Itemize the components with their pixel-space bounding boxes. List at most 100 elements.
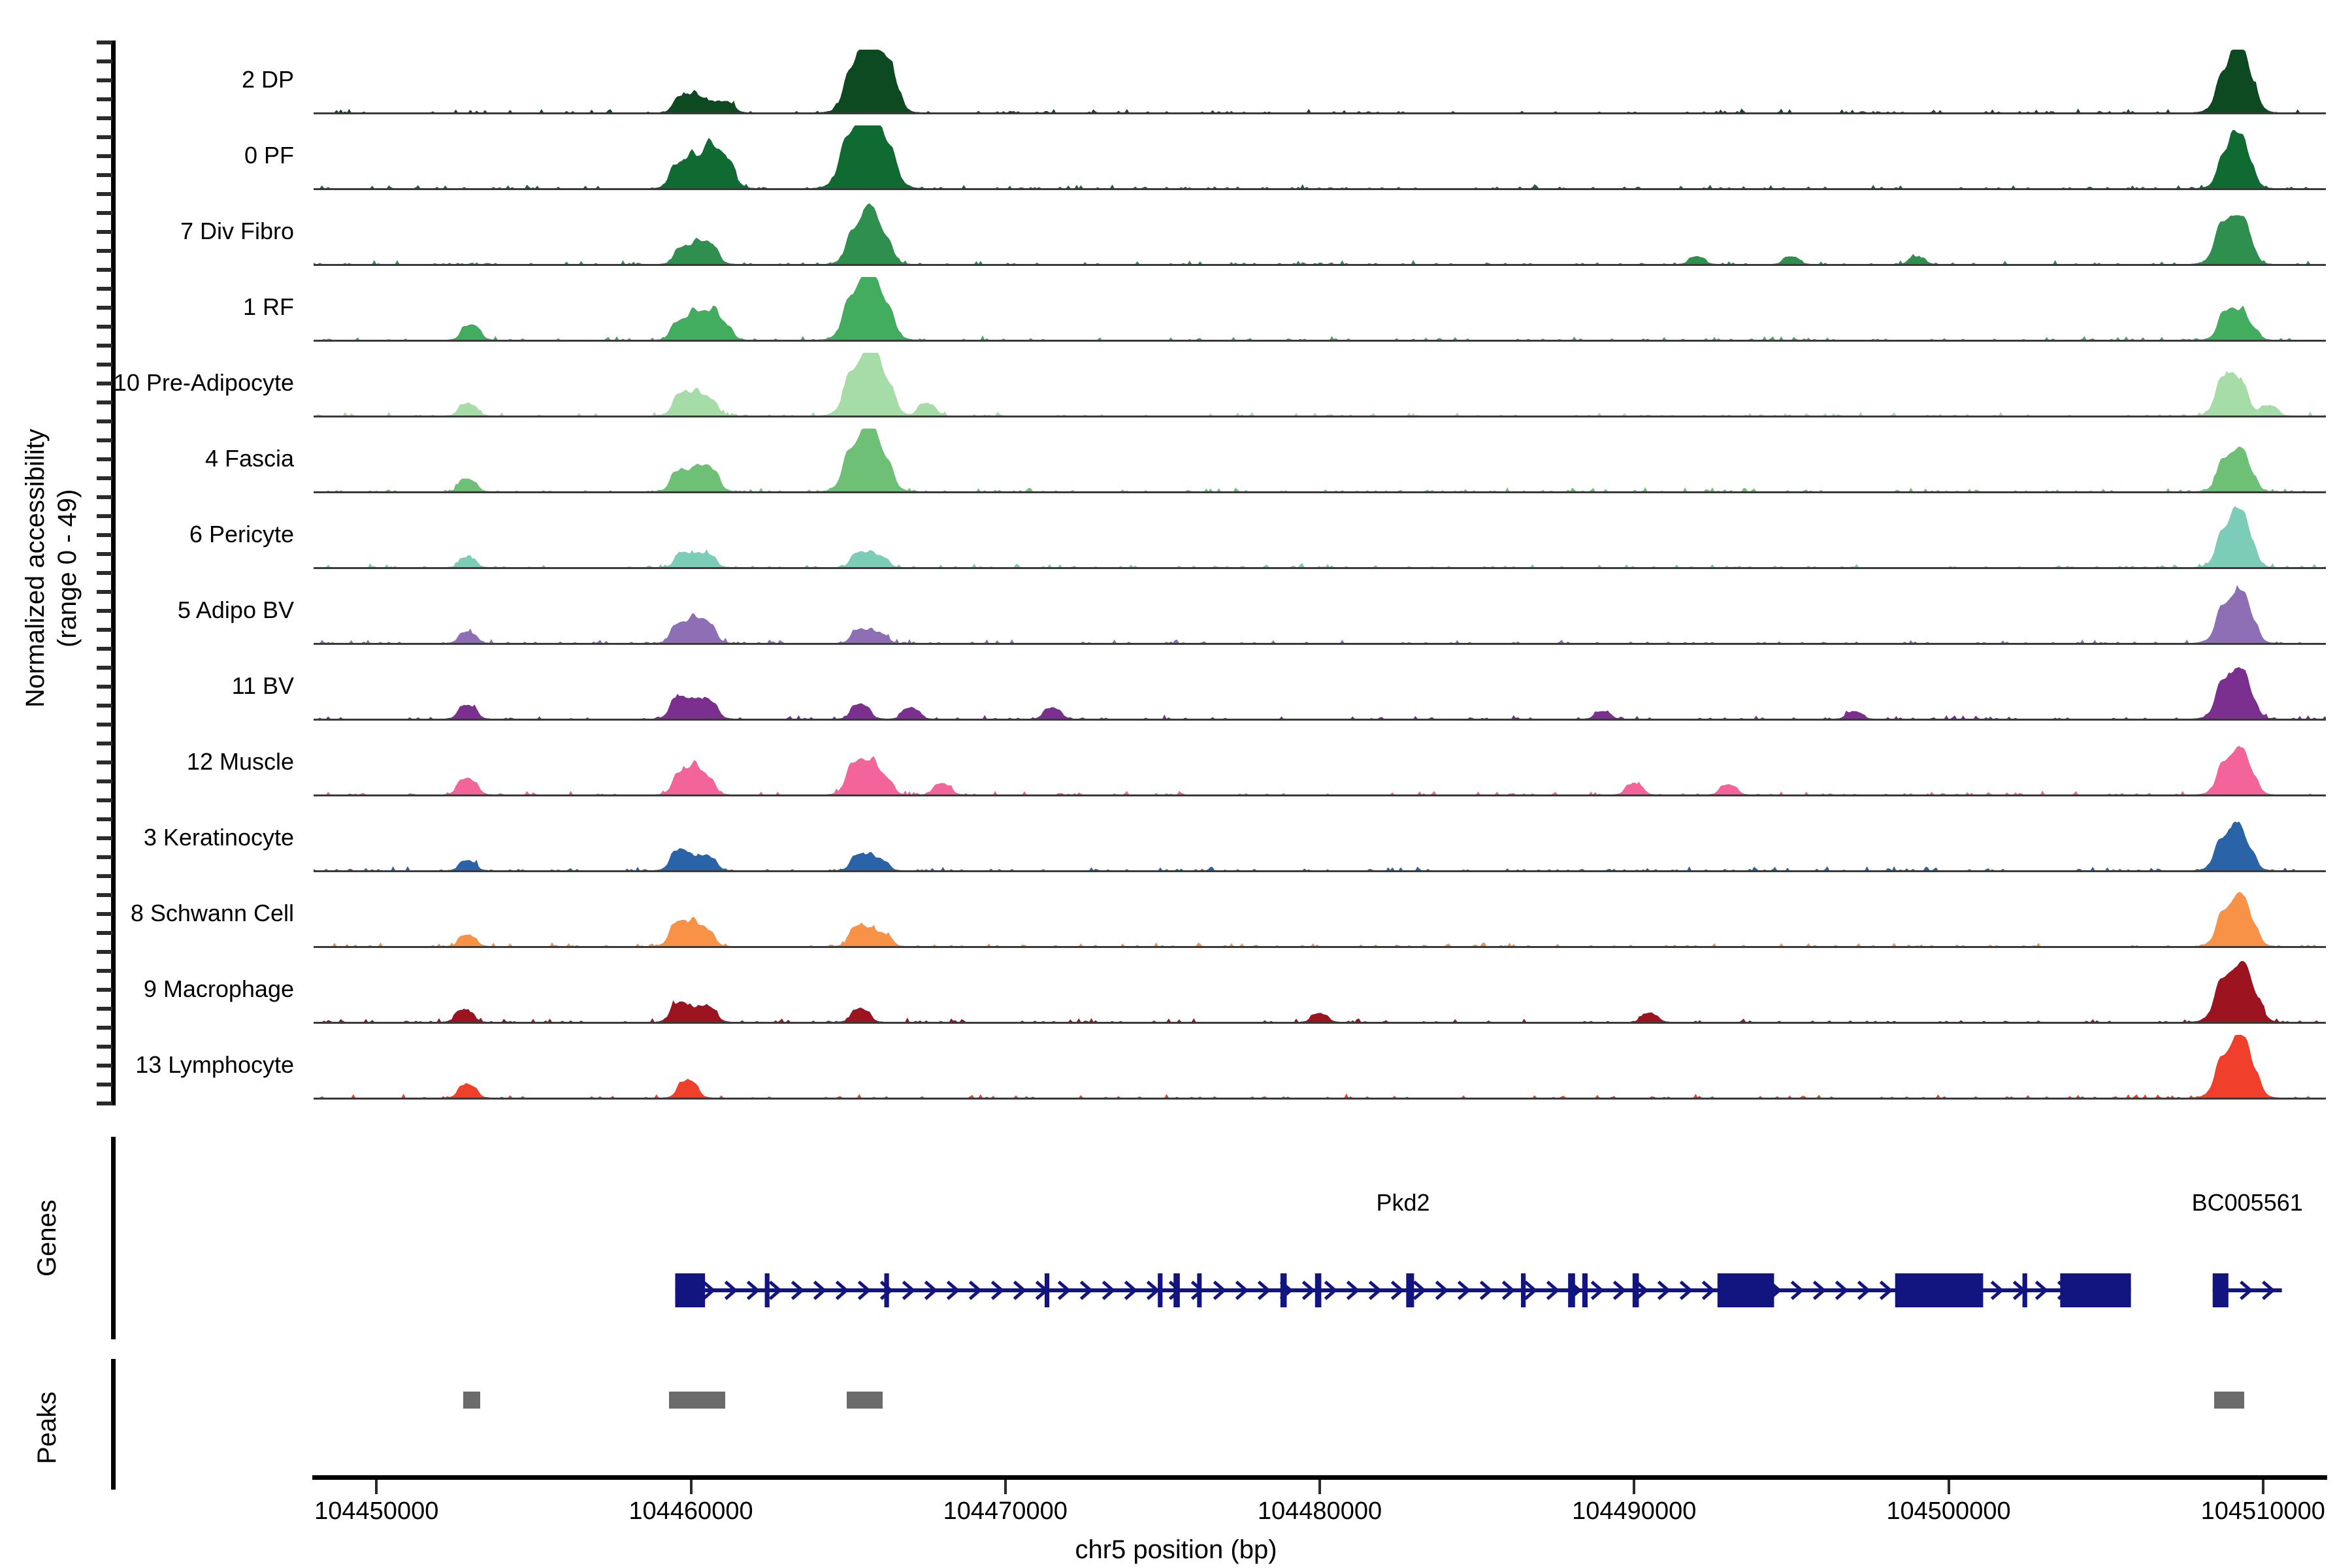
y-axis-tick	[97, 950, 112, 954]
coverage-track-4	[314, 353, 2326, 416]
y-axis-tick	[97, 287, 112, 291]
track-label-11-bv: 11 BV	[231, 672, 294, 700]
x-axis-tick	[1633, 1480, 1636, 1494]
track-label-5-adipo-bv: 5 Adipo BV	[177, 596, 294, 624]
coverage-track-12	[314, 960, 2326, 1022]
peak-bar	[846, 1392, 883, 1409]
y-axis-tick	[97, 609, 112, 613]
track-baseline	[314, 1098, 2326, 1100]
peak-regions	[314, 1385, 2326, 1424]
track-label-4-fascia: 4 Fascia	[204, 445, 294, 472]
track-baseline	[314, 794, 2326, 796]
x-axis-tick-label: 104490000	[1572, 1497, 1697, 1525]
track-baseline	[314, 567, 2326, 569]
track-label-0-pf: 0 PF	[244, 142, 294, 169]
y-axis-tick	[97, 230, 112, 234]
x-axis-tick-label: 104480000	[1257, 1497, 1382, 1525]
y-axis-tick	[97, 988, 112, 992]
x-axis-tick-label: 104500000	[1886, 1497, 2011, 1525]
y-axis-tick	[97, 438, 112, 442]
y-axis-tick	[97, 306, 112, 310]
y-axis-label: Normalized accessibility (range 0 - 49)	[21, 429, 82, 708]
y-axis-tick	[97, 779, 112, 783]
y-axis-tick	[97, 1102, 112, 1105]
y-axis-tick	[97, 874, 112, 878]
y-axis-tick	[97, 855, 112, 859]
track-label-7-div-fibro: 7 Div Fibro	[180, 218, 294, 245]
y-axis-tick	[97, 514, 112, 518]
coverage-track-0	[314, 50, 2326, 112]
coverage-track-10	[314, 821, 2326, 870]
track-label-3-keratinocyte: 3 Keratinocyte	[143, 824, 294, 851]
y-axis-tick	[97, 1026, 112, 1030]
coverage-track-5	[314, 429, 2326, 491]
peaks-panel-label: Peaks	[33, 1391, 61, 1464]
y-axis-tick	[97, 1007, 112, 1011]
track-baseline	[314, 870, 2326, 872]
y-axis-tick	[97, 192, 112, 196]
y-axis-tick	[97, 116, 112, 120]
y-axis-tick	[97, 154, 112, 158]
coverage-track-3	[314, 277, 2326, 340]
genes-axis-line	[111, 1137, 116, 1339]
y-axis-tick	[97, 363, 112, 367]
track-label-6-pericyte: 6 Pericyte	[189, 521, 294, 548]
y-axis-tick	[97, 400, 112, 404]
track-label-1-rf: 1 RF	[242, 293, 294, 321]
y-axis-tick	[97, 571, 112, 575]
x-axis-title: chr5 position (bp)	[1075, 1535, 1277, 1564]
gene-name-label: BC005561	[2191, 1189, 2303, 1216]
y-axis-tick	[97, 78, 112, 82]
coverage-y-axis-line	[111, 41, 116, 1105]
coverage-track-9	[314, 745, 2326, 794]
peak-bar	[2214, 1392, 2244, 1409]
y-axis-tick	[97, 798, 112, 802]
track-baseline	[314, 491, 2326, 493]
y-axis-tick	[97, 893, 112, 897]
coverage-track-8	[314, 667, 2326, 719]
track-baseline	[314, 416, 2326, 417]
y-axis-tick	[97, 41, 112, 44]
track-label-10-pre-adipocyte: 10 Pre-Adipocyte	[113, 369, 294, 397]
track-baseline	[314, 719, 2326, 721]
y-axis-tick	[97, 836, 112, 840]
y-axis-tick	[97, 647, 112, 651]
track-label-9-macrophage: 9 Macrophage	[143, 975, 294, 1003]
x-axis-tick-label: 104470000	[943, 1497, 1068, 1525]
y-axis-tick	[97, 1064, 112, 1068]
y-axis-tick	[97, 211, 112, 215]
track-baseline	[314, 1022, 2326, 1024]
peak-bar	[668, 1392, 726, 1409]
y-axis-tick	[97, 969, 112, 973]
x-axis-tick	[2261, 1480, 2264, 1494]
x-axis-tick	[1318, 1480, 1321, 1494]
x-axis-tick-label: 104510000	[2200, 1497, 2325, 1525]
peaks-axis-line	[111, 1359, 116, 1490]
y-axis-tick	[97, 742, 112, 745]
y-axis-tick	[97, 1045, 112, 1049]
peak-bar	[463, 1392, 481, 1409]
y-axis-tick	[97, 173, 112, 177]
x-axis-tick	[689, 1480, 693, 1494]
x-axis-tick	[1947, 1480, 1950, 1494]
y-axis-tick	[97, 135, 112, 139]
y-axis-tick	[97, 476, 112, 480]
gene-name-label: Pkd2	[1376, 1189, 1430, 1216]
coverage-track-1	[314, 125, 2326, 188]
y-axis-tick	[97, 817, 112, 821]
coverage-track-7	[314, 585, 2326, 643]
y-axis-tick	[97, 419, 112, 423]
track-label-12-muscle: 12 Muscle	[186, 748, 294, 776]
y-axis-tick	[97, 590, 112, 594]
track-baseline	[314, 643, 2326, 645]
track-label-2-dp: 2 DP	[241, 66, 294, 93]
y-axis-tick	[97, 533, 112, 537]
y-axis-tick	[97, 59, 112, 63]
y-axis-tick	[97, 325, 112, 329]
track-label-8-schwann-cell: 8 Schwann Cell	[130, 900, 294, 927]
coverage-track-6	[314, 506, 2326, 567]
x-axis-tick-label: 104450000	[314, 1497, 439, 1525]
track-baseline	[314, 112, 2326, 114]
gene-model-svg	[675, 1273, 2282, 1307]
